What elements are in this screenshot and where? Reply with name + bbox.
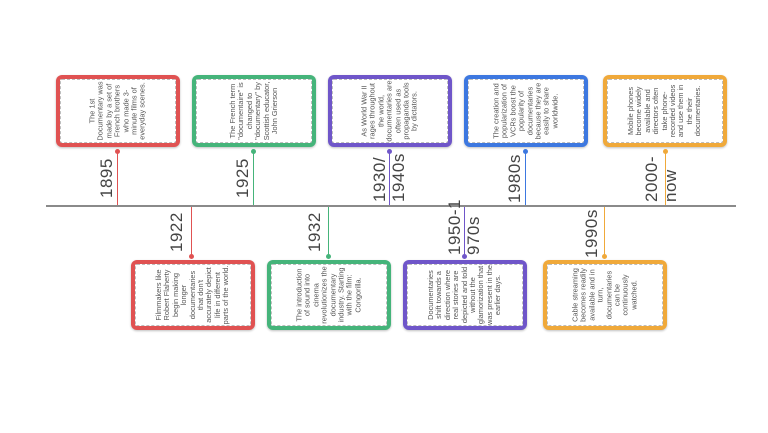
event-marker bbox=[602, 254, 607, 259]
event-year-label: 1980s bbox=[505, 154, 524, 203]
event-connector bbox=[604, 207, 605, 257]
event-connector bbox=[328, 207, 329, 257]
event-card-1925: The French term "documentaire" is change… bbox=[192, 75, 316, 147]
event-description: The introduction of sound into cinema re… bbox=[294, 266, 363, 324]
event-marker bbox=[251, 149, 256, 154]
event-connector bbox=[117, 152, 118, 205]
event-marker bbox=[663, 149, 668, 154]
event-description: The French term "documentaire" is change… bbox=[227, 81, 279, 141]
event-description: Cable streaming becomes readily availabl… bbox=[570, 268, 639, 322]
event-connector bbox=[464, 207, 465, 257]
event-card-1922: Filmmakers like Robert Flaherty begin ma… bbox=[131, 260, 255, 330]
event-marker bbox=[462, 254, 467, 259]
event-connector bbox=[191, 207, 192, 257]
event-card-1895: The 1st Documentary was made by a set of… bbox=[56, 75, 180, 147]
event-card-1990s: Cable streaming becomes readily availabl… bbox=[543, 260, 667, 330]
event-connector bbox=[525, 152, 526, 205]
event-year-label: 1990s bbox=[582, 209, 601, 258]
event-card-1950-1970s: Documentaries shift towards a direction … bbox=[403, 260, 527, 330]
event-description: As World War II rages throughout the wor… bbox=[359, 80, 420, 142]
event-year-label: 1925 bbox=[233, 158, 252, 198]
event-year-label: 1950-1 970s bbox=[445, 199, 483, 255]
event-description: Mobile phones become widely available an… bbox=[626, 84, 703, 138]
event-description: Filmmakers like Robert Flaherty begin ma… bbox=[154, 265, 231, 325]
event-card-2000-now: Mobile phones become widely available an… bbox=[603, 75, 727, 147]
event-marker bbox=[326, 254, 331, 259]
event-marker bbox=[189, 254, 194, 259]
event-marker bbox=[387, 149, 392, 154]
event-marker bbox=[115, 149, 120, 154]
event-description: The 1st Documentary was made by a set of… bbox=[87, 81, 148, 141]
event-connector bbox=[389, 152, 390, 205]
timeline-axis bbox=[46, 205, 736, 207]
event-year-label: 1922 bbox=[167, 212, 186, 252]
event-year-label: 1895 bbox=[97, 158, 116, 198]
event-card-1980s: The creation and popularization of VCRs … bbox=[464, 75, 588, 147]
event-connector bbox=[665, 152, 666, 205]
event-card-1932: The introduction of sound into cinema re… bbox=[267, 260, 391, 330]
event-year-label: 1932 bbox=[305, 212, 324, 252]
event-description: Documentaries shift towards a direction … bbox=[426, 265, 503, 325]
event-year-label: 2000- now bbox=[642, 156, 680, 202]
event-year-label: 1930/ 1940s bbox=[370, 153, 408, 202]
event-marker bbox=[523, 149, 528, 154]
event-card-1930-1940s: As World War II rages throughout the wor… bbox=[328, 75, 452, 147]
event-connector bbox=[253, 152, 254, 205]
event-description: The creation and popularization of VCRs … bbox=[491, 82, 560, 140]
